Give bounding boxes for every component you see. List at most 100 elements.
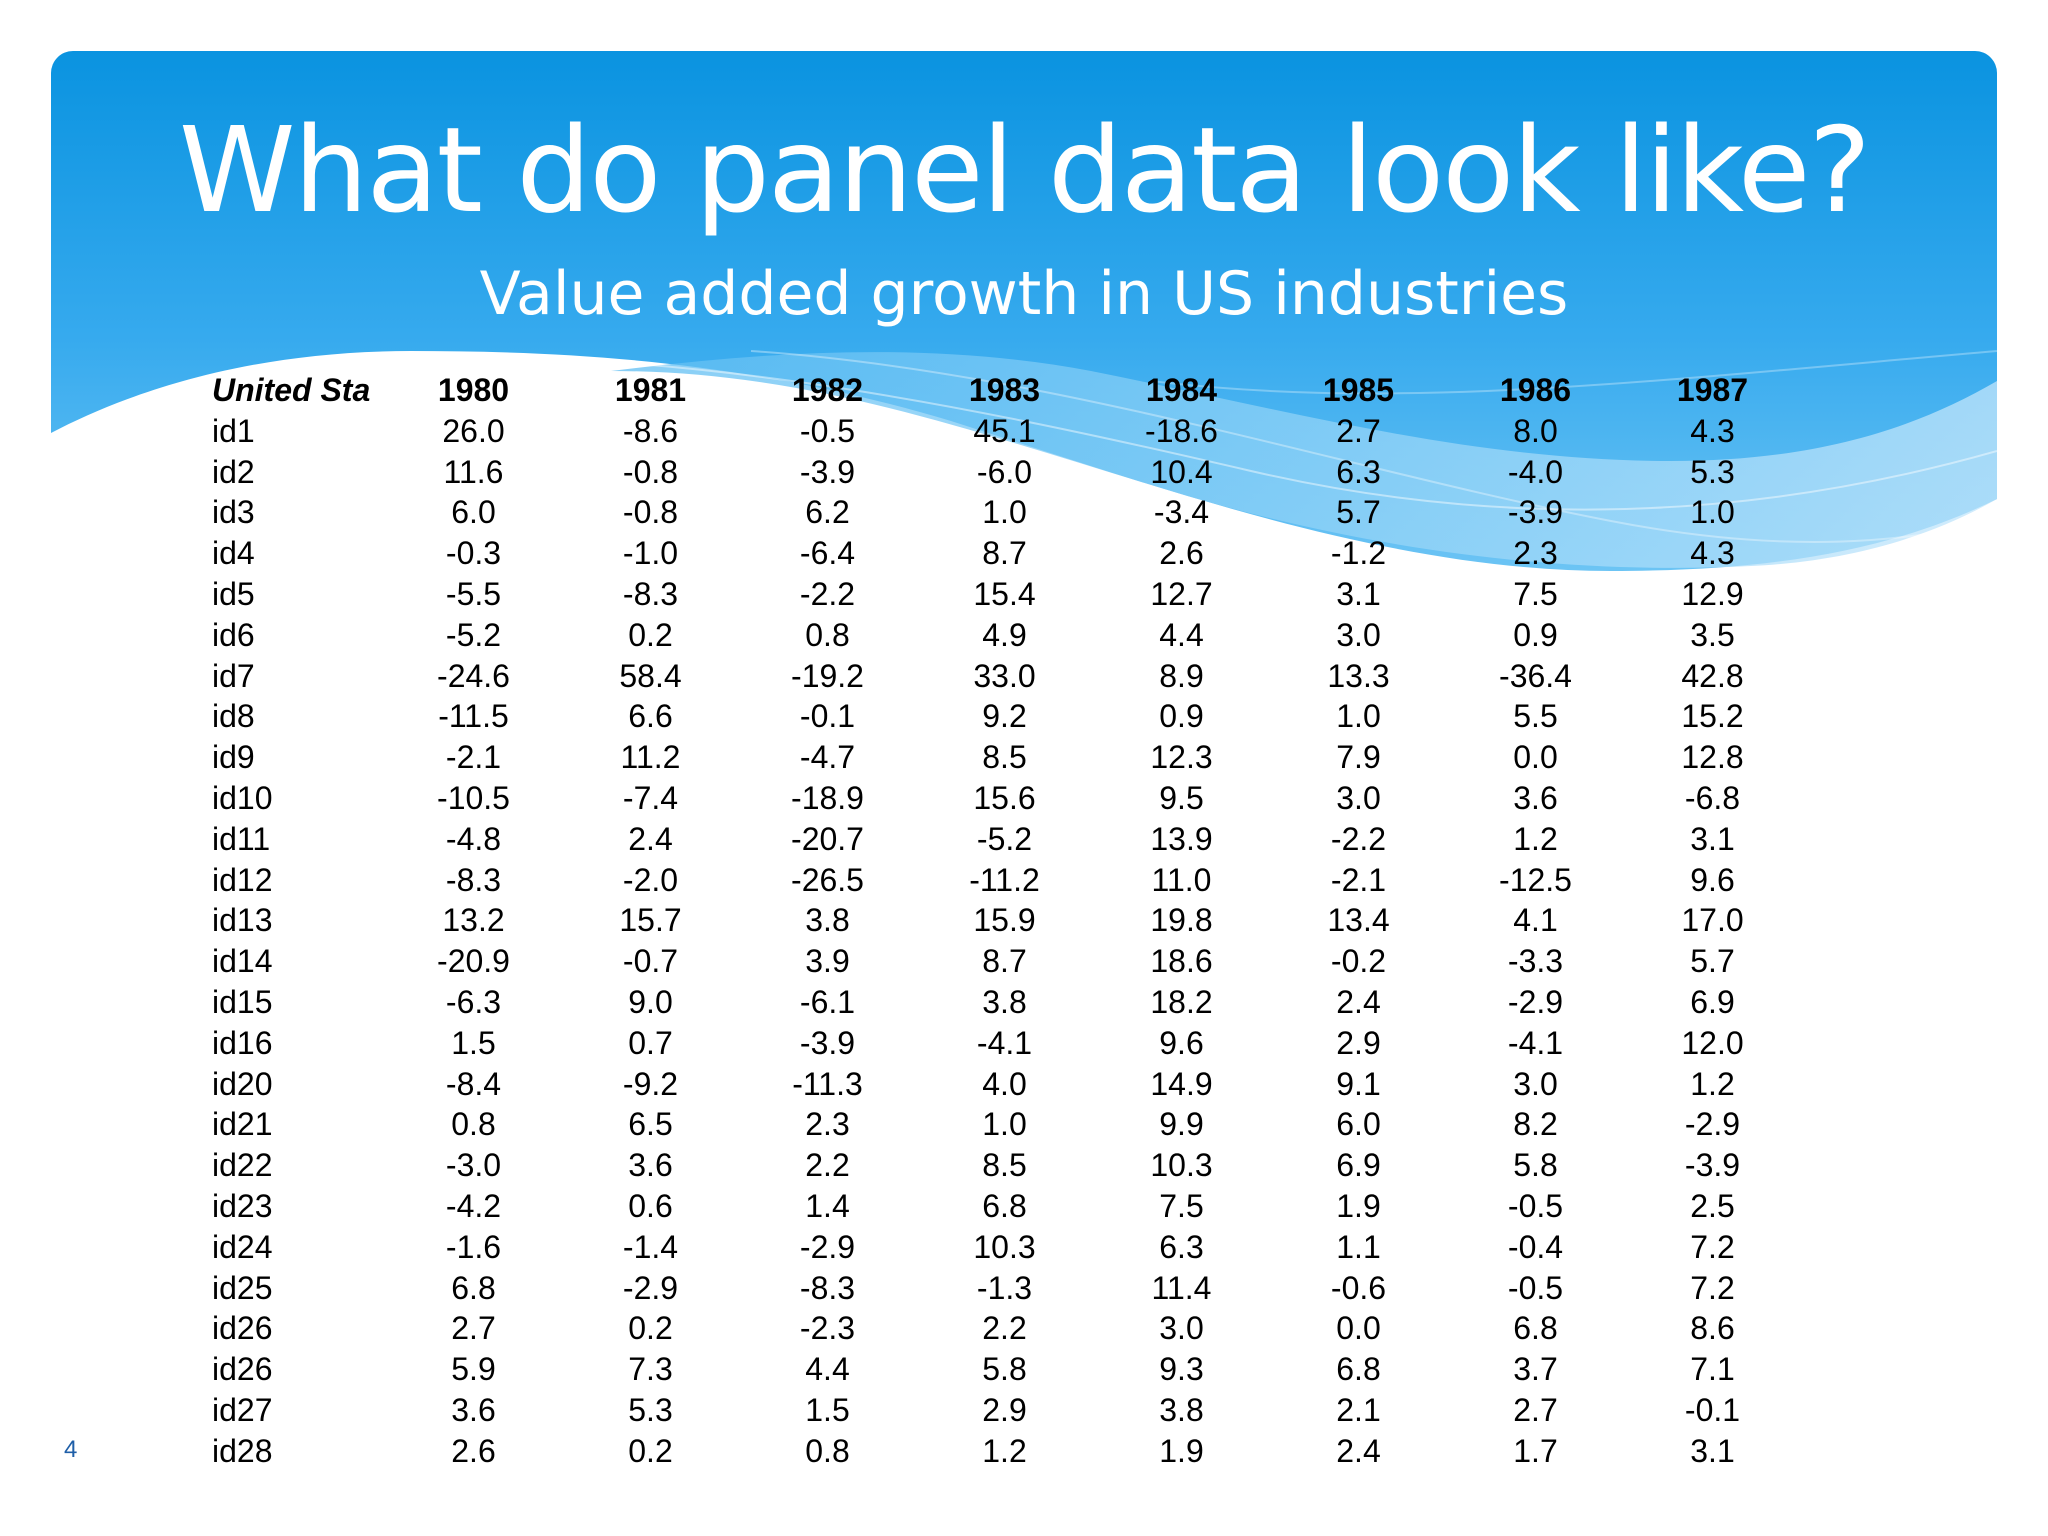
value-cell: 3.7 — [1513, 1351, 1558, 1388]
value-cell: -5.2 — [976, 820, 1033, 857]
value-cell: 7.5 — [1159, 1187, 1204, 1224]
table-row: id4 -0.3 -1.0 -6.4 8.7 2.6 -1.2 2.3 4.3 — [212, 533, 1801, 574]
year-header: 1980 — [437, 372, 510, 408]
row-id-cell: id25 — [212, 1269, 273, 1306]
value-cell: 8.2 — [1513, 1106, 1558, 1143]
value-cell: 12.0 — [1681, 1024, 1744, 1061]
row-id-cell: id26 — [212, 1351, 273, 1388]
value-cell: 2.7 — [451, 1310, 496, 1347]
value-cell: -6.3 — [445, 983, 502, 1020]
value-cell: -3.0 — [445, 1147, 502, 1184]
row-id-cell: id6 — [212, 616, 255, 653]
value-cell: 0.0 — [1513, 739, 1558, 776]
value-cell: 0.9 — [1513, 616, 1558, 653]
value-cell: -0.4 — [1507, 1228, 1564, 1265]
table-row: id20 -8.4 -9.2 -11.3 4.0 14.9 9.1 3.0 1.2 — [212, 1064, 1801, 1105]
value-cell: 13.3 — [1327, 657, 1390, 694]
year-header: 1985 — [1322, 372, 1395, 408]
value-cell: 9.3 — [1159, 1351, 1204, 1388]
value-cell: -7.4 — [622, 779, 679, 816]
value-cell: -2.9 — [1684, 1106, 1741, 1143]
panel-data-table: United Sta 1980 1981 1982 1983 1984 1985 1986 1… — [212, 370, 1801, 1472]
row-id-cell: id14 — [212, 943, 273, 980]
row-id-cell: id22 — [212, 1147, 273, 1184]
value-cell: 2.2 — [982, 1310, 1027, 1347]
value-cell: 13.4 — [1327, 902, 1390, 939]
row-id-cell: id26 — [212, 1310, 273, 1347]
value-cell: 0.2 — [628, 1310, 673, 1347]
value-cell: 4.3 — [1690, 535, 1735, 572]
value-cell: 4.9 — [982, 616, 1027, 653]
table-row: id23 -4.2 0.6 1.4 6.8 7.5 1.9 -0.5 2.5 — [212, 1186, 1801, 1227]
value-cell: -2.1 — [1330, 861, 1387, 898]
value-cell: 4.4 — [1159, 616, 1204, 653]
value-cell: 3.6 — [451, 1391, 496, 1428]
value-cell: 1.2 — [1513, 820, 1558, 857]
value-cell: -3.9 — [799, 1024, 856, 1061]
value-cell: -5.5 — [445, 575, 502, 612]
table-row: id11 -4.8 2.4 -20.7 -5.2 13.9 -2.2 1.2 3.1 — [212, 819, 1801, 860]
row-id-cell: id21 — [212, 1106, 273, 1143]
row-id-cell: id10 — [212, 779, 273, 816]
value-cell: -0.5 — [799, 412, 856, 449]
value-cell: 11.6 — [443, 453, 504, 490]
value-cell: -8.6 — [622, 412, 679, 449]
value-cell: -3.3 — [1507, 943, 1564, 980]
value-cell: 58.4 — [619, 657, 682, 694]
value-cell: -3.9 — [1684, 1147, 1741, 1184]
value-cell: 11.0 — [1151, 861, 1212, 898]
value-cell: 17.0 — [1681, 902, 1744, 939]
value-cell: 6.3 — [1336, 453, 1381, 490]
row-id-cell: id28 — [212, 1432, 273, 1469]
value-cell: 2.6 — [451, 1432, 496, 1469]
value-cell: -19.2 — [791, 657, 864, 694]
value-cell: 0.2 — [628, 1432, 673, 1469]
value-cell: 33.0 — [973, 657, 1036, 694]
value-cell: -5.2 — [445, 616, 502, 653]
value-cell: 7.2 — [1690, 1269, 1735, 1306]
value-cell: -2.0 — [622, 861, 679, 898]
page-number: 4 — [64, 1436, 78, 1463]
table-row: id28 2.6 0.2 0.8 1.2 1.9 2.4 1.7 3.1 — [212, 1431, 1801, 1472]
slide-subtitle: Value added growth in US industries — [479, 259, 1569, 329]
value-cell: -4.7 — [799, 739, 856, 776]
table-header-row: United Sta 1980 1981 1982 1983 1984 1985 1986 1… — [212, 370, 1801, 411]
value-cell: -2.1 — [445, 739, 502, 776]
value-cell: 2.3 — [1513, 535, 1558, 572]
value-cell: 26.0 — [442, 412, 505, 449]
value-cell: -2.9 — [1507, 983, 1564, 1020]
row-id-cell: id13 — [212, 902, 273, 939]
value-cell: 5.8 — [982, 1351, 1027, 1388]
year-header: 1981 — [614, 372, 687, 408]
value-cell: 3.8 — [982, 983, 1027, 1020]
value-cell: -1.0 — [622, 535, 679, 572]
value-cell: 11.4 — [1151, 1269, 1212, 1306]
value-cell: -1.4 — [622, 1228, 679, 1265]
value-cell: 13.9 — [1150, 820, 1213, 857]
value-cell: -36.4 — [1499, 657, 1572, 694]
value-cell: -11.5 — [438, 698, 509, 735]
value-cell: 0.2 — [628, 616, 673, 653]
value-cell: 3.8 — [1159, 1391, 1204, 1428]
table-row: id21 0.8 6.5 2.3 1.0 9.9 6.0 8.2 -2.9 — [212, 1104, 1801, 1145]
value-cell: -0.8 — [622, 453, 679, 490]
value-cell: -26.5 — [791, 861, 864, 898]
value-cell: 5.7 — [1690, 943, 1735, 980]
value-cell: 3.1 — [1690, 1432, 1735, 1469]
year-header: 1983 — [968, 372, 1041, 408]
value-cell: 2.9 — [1336, 1024, 1381, 1061]
value-cell: -6.8 — [1684, 779, 1741, 816]
value-cell: -12.5 — [1499, 861, 1572, 898]
value-cell: -1.6 — [445, 1228, 502, 1265]
table-row: id2 11.6 -0.8 -3.9 -6.0 10.4 6.3 -4.0 5.3 — [212, 452, 1801, 493]
value-cell: 3.1 — [1336, 575, 1381, 612]
value-cell: 9.0 — [628, 983, 673, 1020]
table-row: id12 -8.3 -2.0 -26.5 -11.2 11.0 -2.1 -12.5 9.6 — [212, 860, 1801, 901]
value-cell: 1.7 — [1513, 1432, 1558, 1469]
table-row: id5 -5.5 -8.3 -2.2 15.4 12.7 3.1 7.5 12.9 — [212, 574, 1801, 615]
value-cell: -8.3 — [445, 861, 502, 898]
value-cell: 45.1 — [973, 412, 1036, 449]
row-id-cell: id4 — [212, 535, 255, 572]
value-cell: 1.2 — [982, 1432, 1027, 1469]
